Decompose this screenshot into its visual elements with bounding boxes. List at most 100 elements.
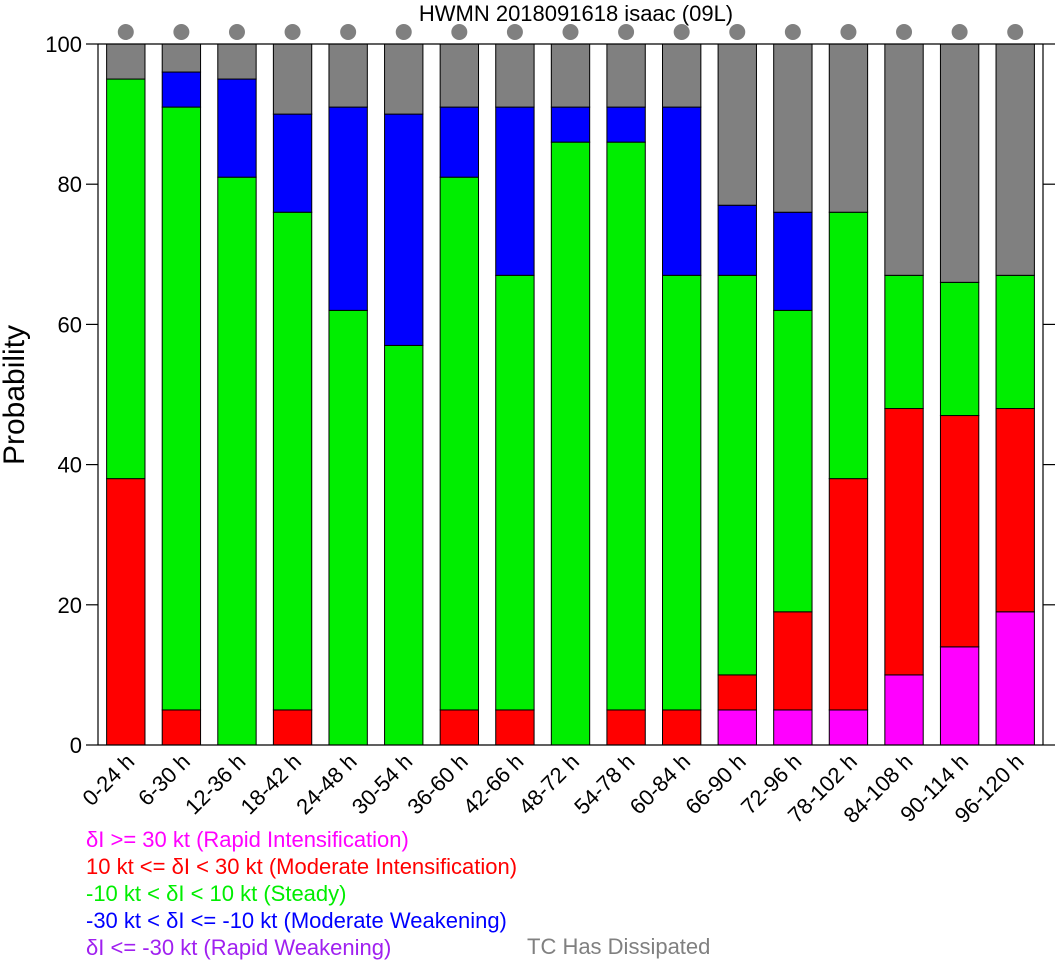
- chart-title: HWMN 2018091618 isaac (09L): [419, 1, 733, 26]
- bar-segment-6-30h-s2: [161, 106, 202, 711]
- y-tick-label: 80: [58, 172, 82, 197]
- bar-segment-60-84h-s1: [662, 709, 702, 746]
- y-axis-label: Probability: [0, 325, 31, 465]
- y-tick-label: 0: [70, 733, 82, 758]
- legend-item-rapid-weakening: δI <= -30 kt (Rapid Weakening): [86, 935, 392, 960]
- bar-segment-0-24h-s1: [106, 478, 146, 746]
- dissipation-marker: [784, 24, 801, 40]
- x-tick-label: 30-54 h: [347, 749, 417, 819]
- bar-segment-78-102h-s1: [828, 478, 869, 711]
- bar-segment-84-108h-s5: [884, 43, 924, 276]
- legend-item-rapid-intensification: δI >= 30 kt (Rapid Intensification): [86, 827, 409, 852]
- dissipation-marker: [395, 24, 412, 40]
- dissipation-marker: [729, 24, 746, 40]
- x-tick-label: 0-24 h: [78, 749, 140, 811]
- bar-segment-78-102h-s5: [828, 43, 869, 213]
- bar-segment-0-24h-s5: [106, 43, 146, 80]
- legend-item-moderate-intensification: 10 kt <= δI < 30 kt (Moderate Intensific…: [86, 854, 518, 879]
- bar-segment-18-42h-s5: [272, 43, 313, 115]
- bar-segment-90-114h-s1: [939, 415, 980, 648]
- y-tick-label: 60: [58, 312, 82, 337]
- bar-segment-84-108h-s0: [884, 674, 924, 746]
- bars-layer: [106, 43, 1035, 746]
- dissipation-marker: [896, 24, 913, 40]
- dissipation-marker: [618, 24, 635, 40]
- legend: δI >= 30 kt (Rapid Intensification) 10 k…: [86, 826, 517, 961]
- bar-segment-90-114h-s2: [939, 281, 980, 417]
- bar-segment-96-120h-s0: [995, 611, 1035, 746]
- dissipation-marker: [340, 24, 357, 40]
- legend-item-dissipated: TC Has Dissipated: [527, 934, 711, 959]
- bar-segment-6-30h-s5: [161, 43, 202, 73]
- x-tick-label: 42-66 h: [458, 749, 528, 819]
- dissipation-marker: [506, 24, 523, 40]
- bar-segment-66-90h-s1: [717, 674, 757, 711]
- bar-segment-84-108h-s1: [884, 408, 924, 676]
- bar-segment-66-90h-s5: [717, 43, 757, 206]
- bar-segment-78-102h-s0: [828, 709, 869, 746]
- x-tick-label: 24-48 h: [291, 749, 361, 819]
- bar-segment-72-96h-s2: [773, 309, 813, 613]
- bar-segment-30-54h-s5: [384, 43, 424, 115]
- bar-segment-12-36h-s3: [217, 78, 257, 178]
- bar-segment-66-90h-s0: [717, 709, 757, 746]
- dissipation-marker: [1007, 24, 1024, 40]
- x-tick-label: 60-84 h: [625, 749, 695, 819]
- bar-segment-60-84h-s3: [662, 106, 702, 276]
- bar-segment-18-42h-s2: [272, 211, 313, 711]
- bar-segment-36-60h-s3: [439, 106, 480, 178]
- bar-segment-48-72h-s3: [550, 106, 591, 143]
- bar-segment-54-78h-s1: [606, 709, 646, 746]
- x-tick-label: 12-36 h: [180, 749, 250, 819]
- bar-segment-24-48h-s3: [328, 106, 368, 311]
- bar-segment-36-60h-s2: [439, 176, 480, 711]
- bar-segment-30-54h-s3: [384, 113, 424, 346]
- bar-segment-18-42h-s3: [272, 113, 313, 213]
- x-tick-label: 54-78 h: [569, 749, 639, 819]
- dissipation-marker: [228, 24, 245, 40]
- bar-segment-36-60h-s5: [439, 43, 480, 108]
- y-tick-label: 40: [58, 453, 82, 478]
- bar-segment-42-66h-s2: [495, 274, 535, 711]
- bar-segment-42-66h-s1: [495, 709, 535, 746]
- dissipation-marker: [840, 24, 857, 40]
- bar-segment-96-120h-s5: [995, 43, 1035, 276]
- bar-segment-66-90h-s2: [717, 274, 757, 676]
- bar-segment-54-78h-s2: [606, 141, 646, 711]
- bar-segment-0-24h-s2: [106, 78, 146, 480]
- bar-segment-66-90h-s3: [717, 204, 757, 276]
- bar-segment-48-72h-s5: [550, 43, 591, 108]
- bar-segment-54-78h-s5: [606, 43, 646, 108]
- bar-segment-60-84h-s5: [662, 43, 702, 108]
- bar-segment-24-48h-s2: [328, 309, 368, 746]
- bar-segment-12-36h-s2: [217, 176, 257, 746]
- x-tick-label: 48-72 h: [514, 749, 584, 819]
- y-tick-labels: 0 20 40 60 80 100: [45, 32, 82, 758]
- bar-segment-84-108h-s2: [884, 274, 924, 410]
- dissipation-markers: [117, 24, 1024, 40]
- bar-segment-12-36h-s5: [217, 43, 257, 80]
- bar-segment-96-120h-s2: [995, 274, 1035, 410]
- bar-segment-36-60h-s1: [439, 709, 480, 746]
- dissipation-marker: [284, 24, 301, 40]
- bar-segment-42-66h-s3: [495, 106, 535, 276]
- bar-segment-48-72h-s2: [550, 141, 591, 746]
- x-tick-label: 18-42 h: [236, 749, 306, 819]
- bar-segment-90-114h-s0: [939, 646, 980, 746]
- legend-item-moderate-weakening: -30 kt < δI <= -10 kt (Moderate Weakenin…: [86, 908, 507, 933]
- bar-segment-6-30h-s3: [161, 71, 202, 108]
- bar-segment-78-102h-s2: [828, 211, 869, 480]
- bar-segment-24-48h-s5: [328, 43, 368, 108]
- bar-segment-96-120h-s1: [995, 408, 1035, 613]
- dissipation-marker: [951, 24, 968, 40]
- dissipation-marker: [562, 24, 579, 40]
- bar-segment-72-96h-s3: [773, 211, 813, 311]
- dissipation-marker: [117, 24, 134, 40]
- bar-segment-72-96h-s5: [773, 43, 813, 213]
- x-tick-labels: 0-24 h6-30 h12-36 h18-42 h24-48 h30-54 h…: [78, 749, 1029, 828]
- bar-segment-72-96h-s0: [773, 709, 813, 746]
- dissipation-marker: [173, 24, 190, 40]
- bar-segment-60-84h-s2: [662, 274, 702, 711]
- plot-frame: [86, 43, 1055, 746]
